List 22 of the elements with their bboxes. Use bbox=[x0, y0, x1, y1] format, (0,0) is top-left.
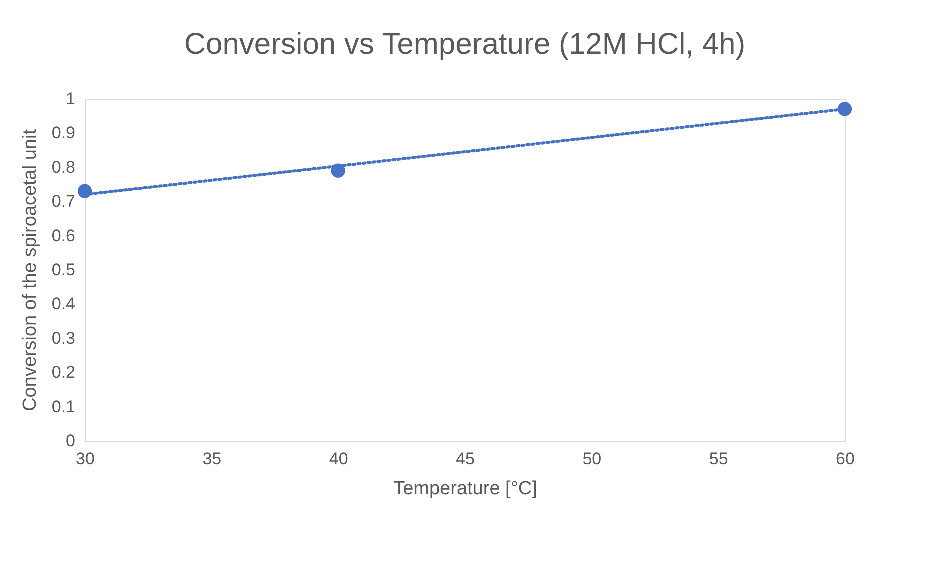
y-tick-label: 1 bbox=[66, 90, 76, 108]
x-tick-label: 45 bbox=[456, 450, 475, 468]
y-tick-label: 0.6 bbox=[52, 226, 76, 246]
y-tick-label: 0.9 bbox=[52, 124, 76, 143]
x-axis-title: Temperature [°C] bbox=[394, 478, 538, 500]
x-tick-label: 40 bbox=[329, 450, 348, 468]
y-tick-label: 0.2 bbox=[52, 363, 76, 382]
x-tick-label: 35 bbox=[202, 450, 222, 468]
x-tick-label: 30 bbox=[76, 450, 95, 468]
x-tick-label: 50 bbox=[582, 450, 602, 468]
y-tick-label: 0.8 bbox=[52, 158, 76, 177]
y-tick-label: 0.5 bbox=[52, 260, 76, 280]
y-tick-label: 0.7 bbox=[52, 192, 76, 212]
x-tick-label: 60 bbox=[836, 450, 855, 468]
y-tick-label: 0.1 bbox=[52, 397, 76, 416]
y-tick-label: 0 bbox=[66, 432, 76, 450]
y-tick-label: 0.4 bbox=[52, 294, 76, 314]
y-tick-label: 0.3 bbox=[52, 328, 76, 348]
point bbox=[838, 102, 852, 116]
y-axis-title: Conversion of the spiroacetal unit bbox=[20, 128, 41, 412]
chart-title: Conversion vs Temperature (12M HCl, 4h) bbox=[184, 28, 746, 61]
x-tick-label: 55 bbox=[709, 450, 728, 468]
